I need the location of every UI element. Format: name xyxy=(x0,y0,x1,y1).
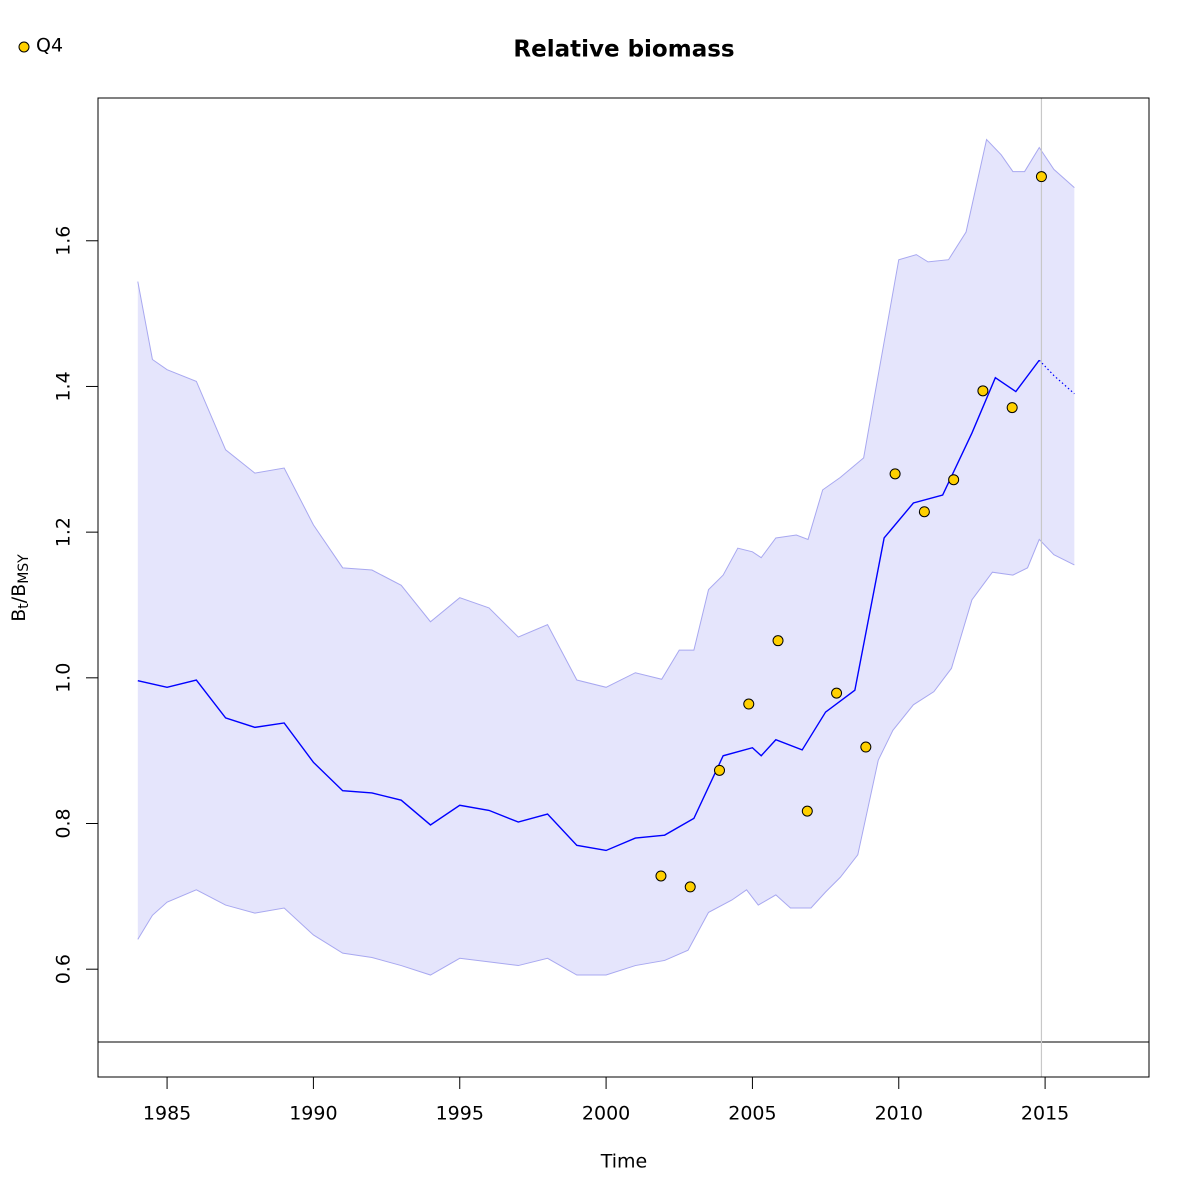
observation-point xyxy=(1035,171,1047,183)
legend-label: Q4 xyxy=(36,35,63,57)
y-label-part: B xyxy=(8,609,30,622)
x-tick-label: 2005 xyxy=(728,1103,776,1125)
plot-frame xyxy=(97,97,1150,1078)
y-axis-label: Bt/BMSY xyxy=(8,554,33,622)
x-tick-label: 1990 xyxy=(289,1103,337,1125)
legend-marker xyxy=(18,41,30,53)
observation-point xyxy=(948,474,960,486)
ci-lower xyxy=(137,538,1075,976)
x-tick-label: 2015 xyxy=(1021,1103,1069,1125)
x-axis-label: Time xyxy=(600,1151,648,1173)
observation-point xyxy=(918,506,930,518)
y-tick-label: 0.6 xyxy=(53,954,75,984)
observation-point xyxy=(772,635,784,647)
y-tick-label: 1.4 xyxy=(53,371,75,401)
x-tick-label: 2000 xyxy=(582,1103,630,1125)
estimate-line xyxy=(137,359,1040,852)
observation-point xyxy=(713,764,725,776)
observation-point xyxy=(860,741,872,753)
observation-point xyxy=(743,698,755,710)
y-tick-label: 1.2 xyxy=(53,517,75,547)
x-tick-label: 1985 xyxy=(143,1103,191,1125)
chart-title: Relative biomass xyxy=(513,37,734,63)
observation-point xyxy=(977,385,989,397)
forecast-line xyxy=(1038,359,1075,395)
observation-point xyxy=(684,881,696,893)
observation-point xyxy=(889,468,901,480)
y-tick-label: 0.8 xyxy=(53,808,75,838)
observation-point xyxy=(655,870,667,882)
x-tick-label: 2010 xyxy=(875,1103,923,1125)
y-label-part: /B xyxy=(8,584,30,603)
y-label-sub: t xyxy=(16,603,32,609)
x-tick-label: 1995 xyxy=(436,1103,484,1125)
observation-point xyxy=(801,805,813,817)
observation-point xyxy=(831,687,843,699)
y-tick-label: 1.0 xyxy=(53,663,75,693)
observation-point xyxy=(1006,402,1018,414)
ci-band xyxy=(137,139,1075,976)
y-label-sub: MSY xyxy=(16,554,32,584)
ci-upper xyxy=(137,138,1075,688)
y-tick-label: 1.6 xyxy=(53,226,75,256)
